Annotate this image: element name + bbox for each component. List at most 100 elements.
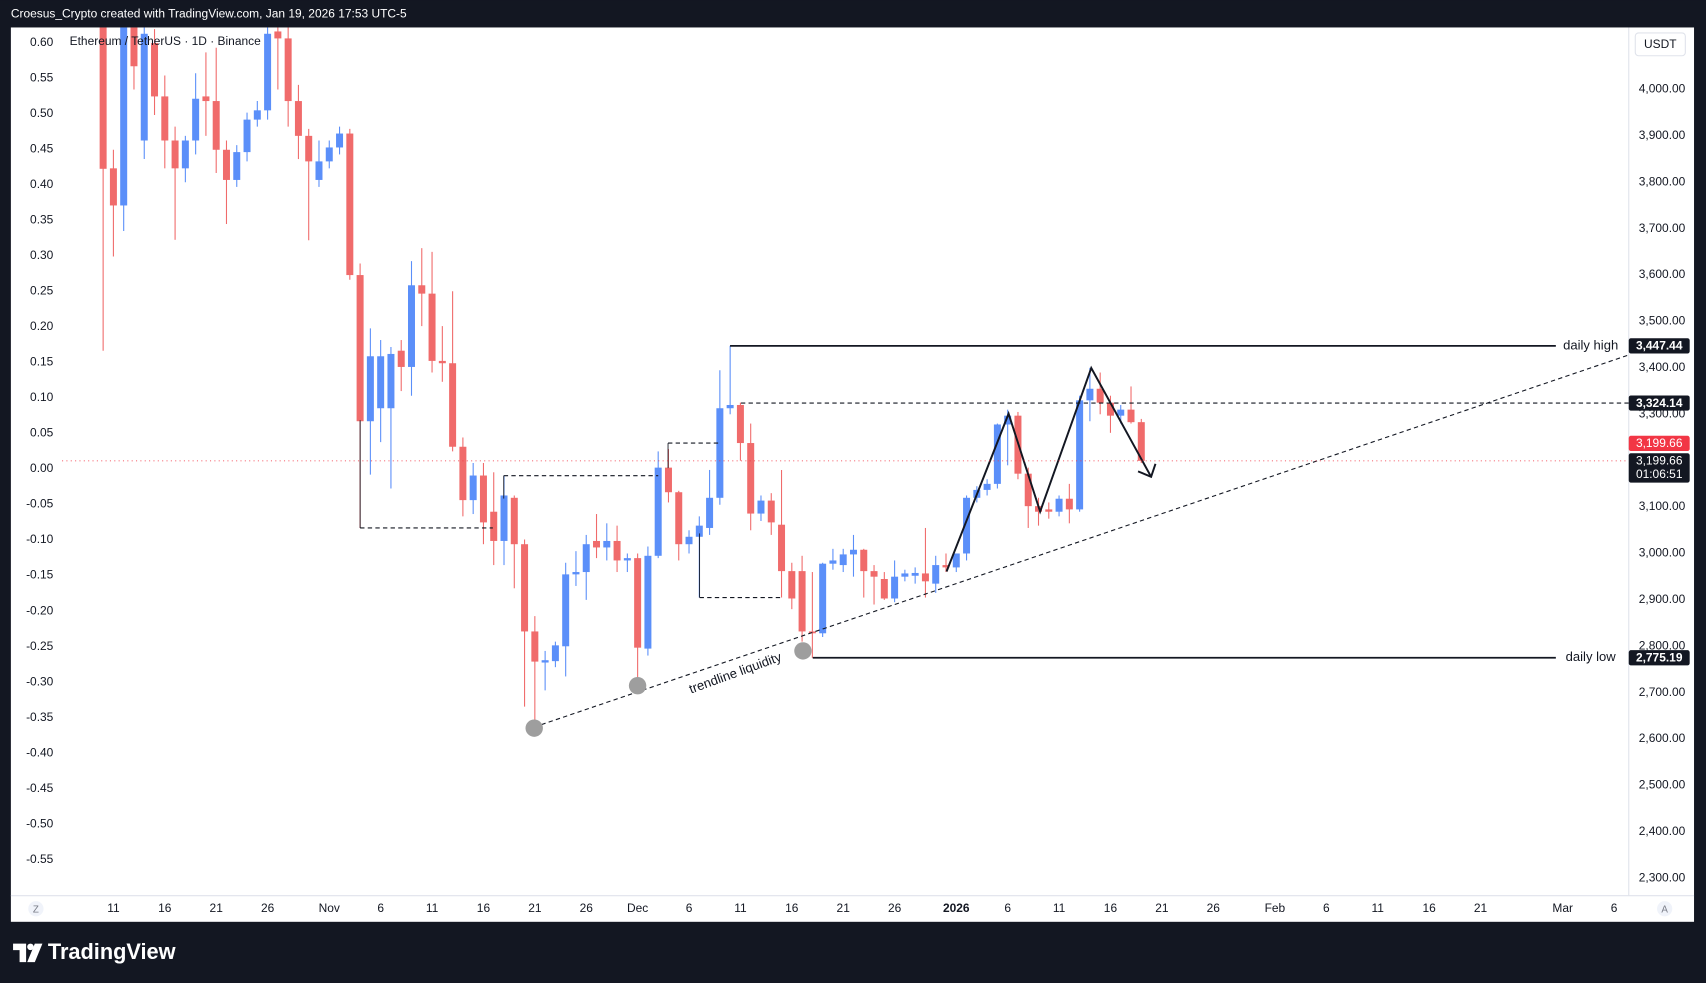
y2-tick-label: -0.30 — [26, 674, 54, 688]
x-tick-label: 11 — [734, 901, 747, 915]
candle-body — [623, 558, 631, 561]
y2-tick-label: -0.05 — [26, 497, 54, 511]
y2-tick-label: 0.45 — [30, 141, 54, 155]
candle-body — [1117, 409, 1125, 416]
x-tick-label: 26 — [1207, 901, 1221, 915]
candle-body — [315, 161, 323, 180]
liquidity-point — [794, 642, 812, 660]
candle-body — [469, 475, 477, 501]
candle-body — [767, 500, 775, 523]
x-tick-label: 11 — [1053, 901, 1066, 915]
candle-body — [1045, 509, 1053, 512]
candle-body — [479, 475, 487, 523]
y2-tick-label: -0.10 — [26, 532, 54, 546]
scale-button[interactable] — [1657, 901, 1673, 917]
y2-tick-label: 0.50 — [30, 106, 54, 120]
candle-body — [551, 645, 559, 662]
candle-body — [726, 404, 734, 409]
candle-body — [993, 424, 1001, 484]
liquidity-point — [628, 677, 647, 695]
scale-button-label[interactable]: Z — [33, 904, 39, 915]
x-tick-label: 16 — [785, 901, 799, 915]
x-tick-label: 16 — [1104, 901, 1118, 915]
candle-body — [284, 38, 292, 102]
candle-body — [839, 554, 847, 566]
y-tick-label: 3,100.00 — [1639, 499, 1686, 513]
level-price: 3,324.14 — [1636, 396, 1683, 410]
candle-body — [233, 152, 241, 180]
scale-button-label[interactable]: A — [1661, 904, 1668, 915]
candle-body — [305, 135, 313, 162]
y-tick-label: 2,600.00 — [1639, 731, 1686, 745]
candle-body — [181, 140, 189, 169]
header: Croesus_Crypto created with TradingView.… — [11, 7, 407, 21]
candle-body — [593, 540, 601, 548]
candle-body — [664, 467, 672, 493]
candle-body — [870, 571, 878, 577]
candle-body — [675, 492, 683, 545]
candle-body — [161, 96, 169, 141]
x-tick-label: 16 — [477, 901, 491, 915]
y2-tick-label: -0.50 — [26, 816, 54, 830]
y2-tick-label: 0.40 — [30, 177, 54, 191]
candle-body — [921, 573, 929, 582]
x-tick-label: 26 — [261, 901, 275, 915]
candle-body — [1076, 400, 1084, 510]
y2-tick-label: 0.30 — [30, 248, 54, 262]
logo-icon — [13, 943, 27, 963]
y-tick-label: 2,300.00 — [1639, 870, 1686, 884]
logo-icon — [27, 943, 43, 963]
candle-body — [1127, 409, 1135, 423]
y-tick-label: 3,800.00 — [1639, 174, 1686, 188]
candle-body — [788, 571, 796, 599]
x-tick-label: Dec — [627, 901, 648, 915]
candle-body — [911, 572, 919, 576]
level-price-box — [1628, 395, 1690, 411]
currency: USDT — [1644, 37, 1677, 51]
symbol-legend: Ethereum / TetherUS · 1D · Binance — [70, 34, 261, 48]
candle-body — [685, 536, 693, 545]
candle-body — [346, 133, 354, 276]
candle-body — [500, 495, 508, 541]
y2-tick-label: 0.60 — [30, 35, 54, 49]
level-price-box — [1628, 338, 1690, 354]
x-tick-label: 21 — [1474, 901, 1488, 915]
countdown: 01:06:51 — [1636, 467, 1683, 481]
y-tick-label: 3,000.00 — [1639, 546, 1686, 560]
candle-body — [1004, 415, 1012, 425]
candle-body — [366, 356, 374, 422]
candle-body — [1096, 388, 1104, 403]
liquidity-point — [525, 719, 543, 737]
candle-body — [130, 27, 138, 67]
candle-body — [397, 350, 405, 367]
candle-body — [1137, 422, 1145, 461]
candle-body — [325, 147, 333, 162]
candle-body — [572, 572, 580, 575]
candle-body — [562, 574, 570, 647]
y-tick-label: 3,700.00 — [1639, 221, 1686, 235]
candle-body — [531, 631, 539, 662]
trendline — [534, 354, 1629, 728]
candle-body — [274, 31, 282, 39]
scale-button[interactable] — [28, 901, 44, 917]
x-tick-label: 26 — [580, 901, 594, 915]
x-tick-label: 16 — [158, 901, 172, 915]
candle-body — [613, 540, 621, 561]
candle-body — [798, 571, 806, 632]
candle-body — [952, 553, 960, 568]
candle-body — [171, 140, 179, 169]
level-price: 3,447.44 — [1636, 339, 1683, 353]
candle-body — [891, 576, 899, 599]
y2-tick-label: 0.20 — [30, 319, 54, 333]
candle-body — [120, 27, 128, 206]
y2-tick-label: 0.05 — [30, 426, 54, 440]
candle-body — [582, 544, 590, 573]
x-tick-label: 6 — [1004, 901, 1011, 915]
level-price: 2,775.19 — [1636, 650, 1683, 664]
candle-body — [695, 525, 703, 537]
y-tick-label: 2,400.00 — [1639, 824, 1686, 838]
y-tick-label: 2,900.00 — [1639, 592, 1686, 606]
candle-body — [151, 43, 159, 97]
candle-body — [387, 353, 395, 409]
